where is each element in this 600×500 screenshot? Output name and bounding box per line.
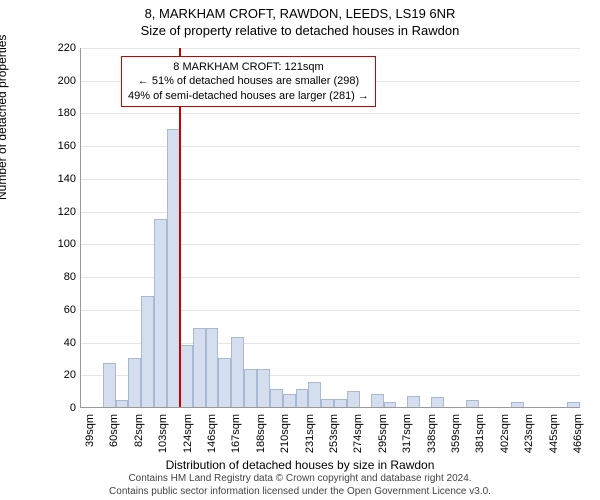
y-tick-label: 160 <box>58 140 76 152</box>
histogram-bar <box>270 389 283 407</box>
footer: Contains HM Land Registry data © Crown c… <box>0 473 600 498</box>
y-tick-label: 180 <box>58 107 76 119</box>
y-tick-label: 120 <box>58 206 76 218</box>
histogram-bar <box>116 400 129 407</box>
histogram-bar <box>321 399 334 407</box>
histogram-bar <box>384 402 397 407</box>
histogram-bar <box>334 399 347 407</box>
plot-area: 020406080100120140160180200220 8 MARKHAM… <box>42 48 582 408</box>
annotation-line: 49% of semi-detached houses are larger (… <box>128 89 369 103</box>
histogram-bar <box>154 219 167 407</box>
y-tick-label: 80 <box>64 271 76 283</box>
histogram-bar <box>511 402 524 407</box>
y-tick-label: 100 <box>58 238 76 250</box>
histogram-bar <box>283 394 296 407</box>
histogram-bar <box>296 389 309 407</box>
y-tick-label: 0 <box>70 402 76 414</box>
histogram-bar <box>371 394 384 407</box>
plot: 8 MARKHAM CROFT: 121sqm← 51% of detached… <box>80 48 580 408</box>
y-tick-label: 40 <box>64 337 76 349</box>
histogram-bar <box>103 363 116 407</box>
y-tick-label: 60 <box>64 304 76 316</box>
histogram-bar <box>308 382 321 407</box>
x-axis-label: Distribution of detached houses by size … <box>0 458 600 472</box>
page-subtitle: Size of property relative to detached ho… <box>0 21 600 38</box>
y-tick-label: 20 <box>64 369 76 381</box>
histogram-bar <box>257 369 270 407</box>
annotation-line: 8 MARKHAM CROFT: 121sqm <box>128 60 369 74</box>
histogram-bar <box>193 328 206 407</box>
y-tick-label: 140 <box>58 173 76 185</box>
histogram-bar <box>180 345 193 407</box>
histogram-bar <box>231 337 244 407</box>
histogram-bar <box>244 369 257 407</box>
y-ticks: 020406080100120140160180200220 <box>42 48 80 408</box>
annotation-box: 8 MARKHAM CROFT: 121sqm← 51% of detached… <box>121 56 376 107</box>
histogram-bar <box>407 396 420 407</box>
histogram-bar <box>567 402 580 407</box>
annotation-line: ← 51% of detached houses are smaller (29… <box>128 74 369 88</box>
footer-line-1: Contains HM Land Registry data © Crown c… <box>0 473 600 486</box>
footer-line-2: Contains public sector information licen… <box>0 486 600 499</box>
histogram-bar <box>347 391 360 407</box>
histogram-bar <box>128 358 141 407</box>
histogram-bar <box>466 400 479 407</box>
chart-container: 8, MARKHAM CROFT, RAWDON, LEEDS, LS19 6N… <box>0 0 600 500</box>
y-tick-label: 220 <box>58 42 76 54</box>
y-tick-label: 200 <box>58 75 76 87</box>
histogram-bar <box>206 328 219 407</box>
histogram-bar <box>431 397 444 407</box>
histogram-bar <box>218 358 231 407</box>
histogram-bar <box>141 296 154 407</box>
y-axis-label: Number of detached properties <box>0 35 9 200</box>
page-title: 8, MARKHAM CROFT, RAWDON, LEEDS, LS19 6N… <box>0 0 600 21</box>
